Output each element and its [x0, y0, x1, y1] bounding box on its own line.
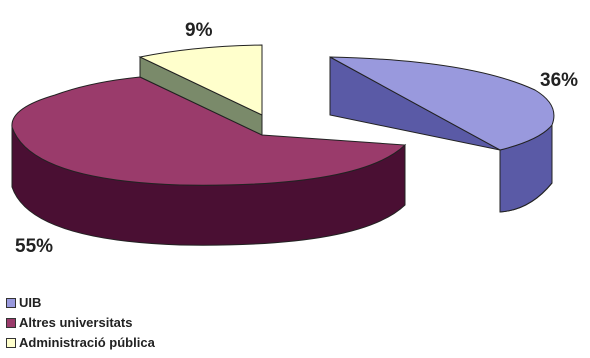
- chart-legend: UIB Altres universitats Administració pú…: [6, 293, 155, 353]
- label-altres-pct: 55%: [15, 236, 53, 257]
- slice-altres-universitats: [11, 76, 407, 246]
- legend-label-admin: Administració pública: [19, 335, 155, 350]
- legend-swatch-altres: [6, 318, 16, 328]
- legend-item-admin: Administració pública: [6, 333, 155, 353]
- label-uib-pct: 36%: [540, 70, 578, 91]
- legend-label-altres: Altres universitats: [19, 315, 133, 330]
- legend-swatch-uib: [6, 298, 16, 308]
- slice-uib: [329, 56, 555, 213]
- legend-item-altres: Altres universitats: [6, 313, 155, 333]
- slice-altres-top: [11, 76, 407, 186]
- slice-administracio-publica: [138, 44, 263, 136]
- label-admin-pct: 9%: [185, 20, 213, 41]
- slice-uib-top: [329, 56, 555, 151]
- pie-chart: 9% 36% 55%: [11, 20, 578, 257]
- legend-swatch-admin: [6, 338, 16, 348]
- legend-label-uib: UIB: [19, 295, 42, 310]
- legend-item-uib: UIB: [6, 293, 155, 313]
- slice-admin-top: [138, 44, 263, 116]
